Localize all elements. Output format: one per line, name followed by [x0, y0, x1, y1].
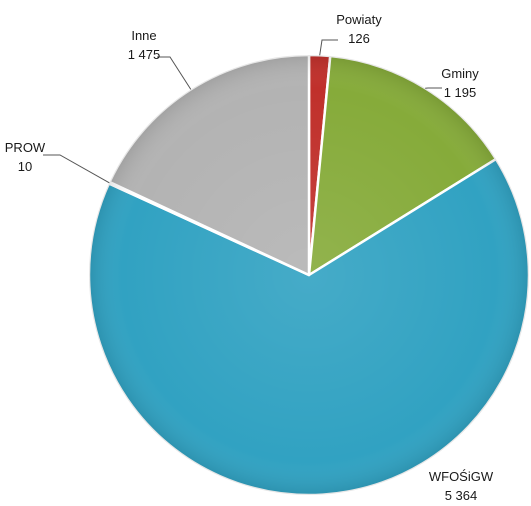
leader-line-inne	[157, 56, 192, 90]
label-inne-value: 1 475	[128, 47, 161, 62]
label-gminy: Gminy 1 195	[441, 66, 479, 100]
label-inne-name: Inne	[131, 28, 156, 43]
leader-lines	[43, 39, 442, 184]
label-prow-value: 10	[18, 159, 32, 174]
label-powiaty-name: Powiaty	[336, 12, 382, 27]
label-wfosigw: WFOŚiGW 5 364	[429, 469, 494, 503]
pie-slices	[87, 53, 531, 497]
label-gminy-name: Gminy	[441, 66, 479, 81]
label-wfosigw-value: 5 364	[445, 488, 478, 503]
label-powiaty: Powiaty 126	[336, 12, 382, 46]
label-prow-name: PROW	[5, 140, 46, 155]
label-gminy-value: 1 195	[444, 85, 477, 100]
label-inne: Inne 1 475	[128, 28, 161, 62]
label-prow: PROW 10	[5, 140, 46, 174]
leader-line-prow	[43, 154, 110, 184]
leader-line-powiaty	[319, 39, 338, 56]
label-powiaty-value: 126	[348, 31, 370, 46]
label-wfosigw-name: WFOŚiGW	[429, 469, 494, 484]
